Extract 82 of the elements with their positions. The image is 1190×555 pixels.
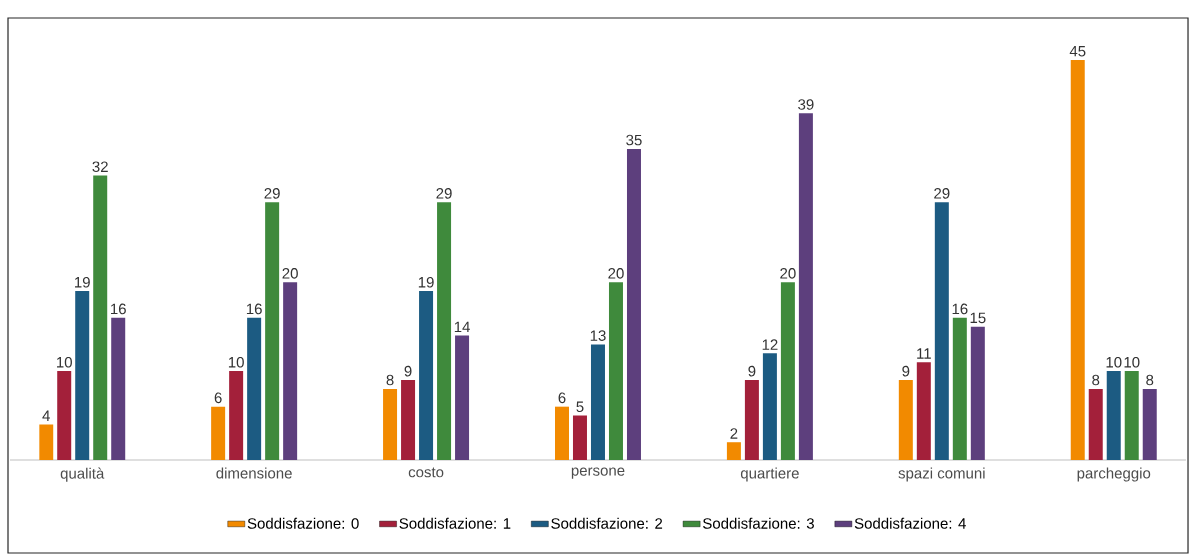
bar [419,291,434,460]
data-label: 14 [454,321,470,333]
bar [437,202,452,460]
data-label: 19 [418,276,434,288]
legend-label: Soddisfazione: 1 [399,517,511,529]
data-label: 6 [214,392,222,404]
data-label: 11 [917,348,931,359]
bar [211,406,226,460]
data-label: 16 [111,303,126,315]
data-label: 10 [1124,356,1140,368]
bar [952,317,967,460]
bar [608,282,623,460]
bar [798,113,813,460]
bar [898,380,913,460]
bar [1070,60,1085,460]
data-label: 19 [75,276,90,288]
bar [1124,371,1139,460]
data-label: 35 [626,134,642,146]
data-label: 12 [762,339,778,350]
data-label: 9 [404,365,412,377]
x-tick-label: parcheggio [1077,467,1151,482]
data-label: 10 [57,356,72,368]
bar [57,371,72,460]
data-label: 8 [1146,374,1154,386]
legend-label: Soddisfazione: 4 [854,517,966,529]
data-label: 10 [228,356,244,368]
data-label: 8 [386,374,394,386]
data-label: 29 [436,188,452,199]
bar [1142,388,1157,460]
data-label: 9 [748,365,756,377]
bar [572,415,587,460]
data-label: 4 [42,410,50,421]
legend-label: Soddisfazione: 3 [703,517,814,529]
bar [554,406,569,460]
bar [970,326,985,460]
x-tick-label: quartiere [740,467,799,482]
bar [455,335,470,460]
data-label: 13 [590,330,606,341]
data-label: 15 [970,312,986,324]
data-label: 29 [264,188,280,199]
bar [111,317,126,460]
bar [762,353,777,460]
data-label: 29 [934,188,950,199]
x-tick-label: persone [571,467,625,479]
bar [75,291,90,460]
bar [283,282,298,460]
bar [726,442,741,460]
x-tick-label: qualità [60,467,105,482]
bar [383,388,398,460]
data-label: 5 [576,401,584,413]
x-tick-label: spazi comuni [898,467,985,482]
bar [590,344,605,460]
bar [1088,388,1103,460]
bar [934,202,949,460]
data-label: 32 [92,161,108,173]
data-label: 20 [780,268,796,279]
data-label: 10 [1106,356,1122,368]
bar [247,317,262,460]
bar [1106,371,1121,460]
data-label: 6 [558,392,566,404]
x-tick-label: dimensione [216,467,292,479]
bar [93,175,108,460]
bar [39,424,54,460]
data-label: 20 [608,268,624,279]
data-label: 8 [1092,374,1100,386]
data-label: 45 [1069,46,1086,57]
bar [401,380,416,460]
legend-label: Soddisfazione: 0 [247,517,359,529]
data-label: 9 [902,365,910,377]
bar [229,371,244,460]
data-label: 2 [730,428,738,439]
data-label: 16 [952,303,968,315]
legend-label: Soddisfazione: 2 [551,517,663,529]
bar [626,148,641,460]
bar [916,362,931,460]
data-label: 16 [246,303,262,315]
bar [744,380,759,460]
data-label: 20 [282,268,298,279]
x-tick-label: costo [408,467,444,478]
bar [780,282,795,460]
bar [265,202,280,460]
data-label: 39 [798,99,814,110]
